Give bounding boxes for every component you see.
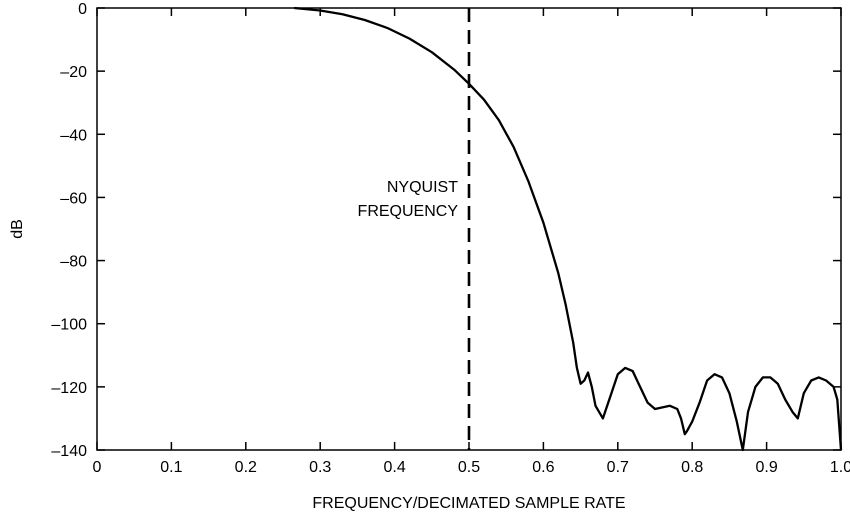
y-axis: 0 –20 –40 –60 –80 –100 –120 –140 bbox=[51, 1, 841, 460]
y-tick-label: 0 bbox=[78, 1, 87, 18]
y-tick-label: –80 bbox=[60, 254, 87, 271]
y-tick-label: –140 bbox=[51, 443, 87, 460]
nyquist-label-line1: NYQUIST bbox=[387, 179, 458, 196]
x-tick-label: 0.7 bbox=[607, 459, 629, 476]
x-tick-label: 0.3 bbox=[309, 459, 331, 476]
x-tick-label: 0.2 bbox=[235, 459, 257, 476]
x-tick-label: 0.9 bbox=[755, 459, 777, 476]
x-tick-label: 0.8 bbox=[681, 459, 703, 476]
nyquist-label-line2: FREQUENCY bbox=[358, 203, 459, 220]
y-tick-label: –120 bbox=[51, 380, 87, 397]
x-tick-label: 0.5 bbox=[458, 459, 480, 476]
y-tick-label: –60 bbox=[60, 190, 87, 207]
series-line bbox=[294, 6, 843, 452]
x-tick-label: 0.1 bbox=[160, 459, 182, 476]
x-tick-label: 0 bbox=[93, 459, 102, 476]
x-tick-label: 1.0 bbox=[830, 459, 850, 476]
x-axis: 0 0.1 0.2 0.3 0.4 0.5 0.6 0.7 0.8 0.9 1.0 bbox=[93, 8, 850, 476]
y-tick-label: –40 bbox=[60, 127, 87, 144]
y-tick-label: –100 bbox=[51, 317, 87, 334]
x-axis-title: FREQUENCY/DECIMATED SAMPLE RATE bbox=[312, 495, 625, 512]
x-tick-label: 0.6 bbox=[532, 459, 554, 476]
y-axis-title: dB bbox=[9, 219, 26, 239]
x-tick-label: 0.4 bbox=[383, 459, 405, 476]
y-tick-label: –20 bbox=[60, 64, 87, 81]
